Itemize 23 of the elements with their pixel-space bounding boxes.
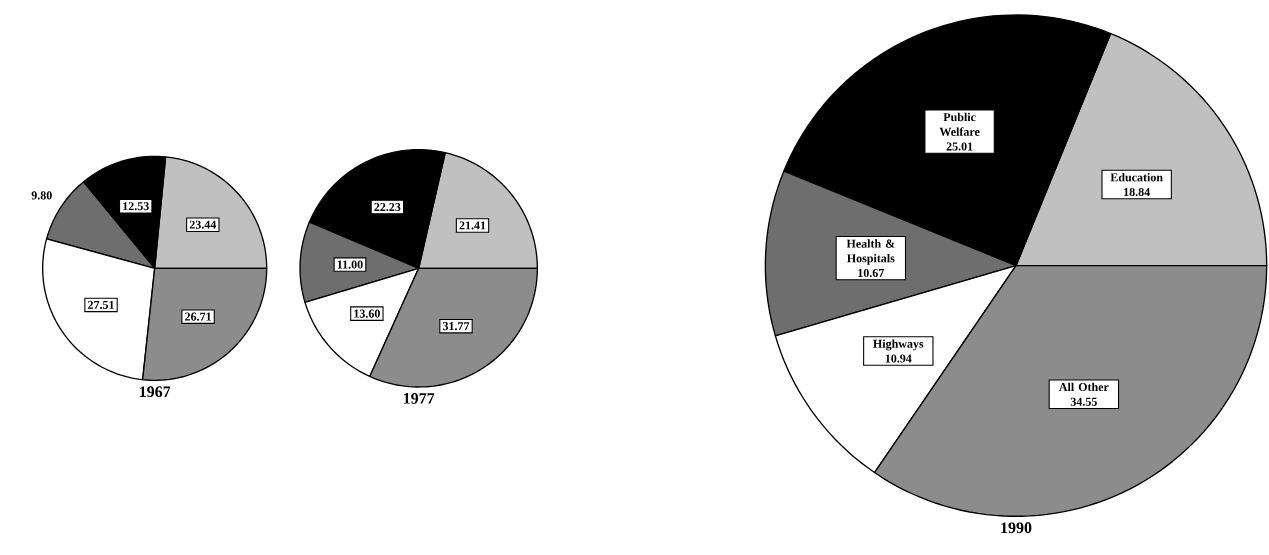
- data-label: 18.84: [1124, 187, 1150, 197]
- text: 1967: [139, 386, 171, 398]
- data-label: 10.67: [858, 268, 885, 278]
- data-label: 26.71: [185, 312, 211, 321]
- data-label: 10.94: [885, 354, 912, 363]
- slice-label: Highways: [873, 339, 924, 351]
- text: 1977: [403, 393, 435, 404]
- slice-label: Health & Hospitals: [846, 239, 895, 265]
- data-label: 34.55: [1070, 397, 1097, 406]
- data-label: 25.01: [946, 142, 973, 151]
- data-label: 12.53: [123, 202, 149, 211]
- data-label: 23.44: [189, 220, 217, 229]
- data-label: 27.51: [88, 300, 114, 309]
- data-label: 9.80: [31, 191, 52, 200]
- text: 1990: [1001, 522, 1032, 534]
- slice-label: Education: [1110, 172, 1163, 182]
- data-label: 13.60: [354, 309, 380, 318]
- data-label: 31.77: [442, 322, 470, 331]
- data-label: 22.23: [374, 202, 401, 212]
- slice-label: All Other: [1058, 382, 1109, 392]
- slice-label: Public Welfare: [939, 112, 980, 136]
- data-label: 21.41: [459, 221, 486, 230]
- data-label: 11.00: [337, 260, 363, 269]
